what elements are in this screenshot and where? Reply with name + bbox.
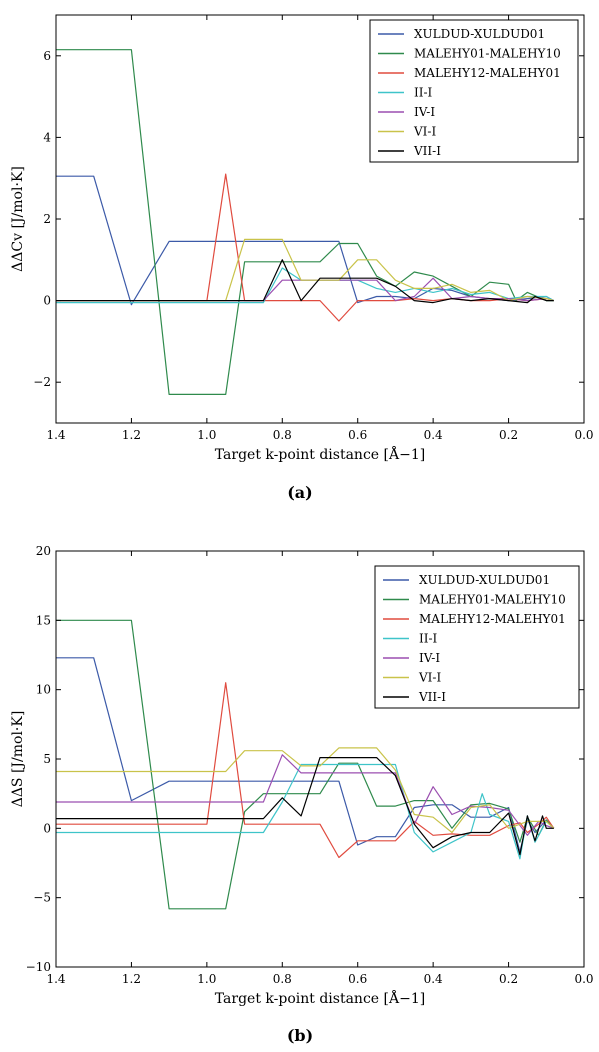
series-line-vii-i: [56, 756, 554, 856]
x-tick-label: 0.2: [499, 428, 518, 442]
legend: XULDUD-XULDUD01 MALEHY01-MALEHY10 MALEHY12…: [374, 565, 580, 709]
series-line-malehy12-malehy01: [56, 682, 555, 859]
series-line-malehy12-malehy01: [56, 173, 554, 322]
x-tick-label: 0.0: [574, 428, 593, 442]
x-tick-label: 1.4: [46, 428, 65, 442]
y-tick-label: 6: [43, 49, 51, 63]
panel-label: (b): [287, 1026, 313, 1045]
y-tick-label: 0: [43, 821, 51, 835]
y-tick-label: −5: [33, 891, 51, 905]
legend-entry: II-I: [414, 86, 433, 100]
panel-label: (a): [287, 483, 313, 502]
x-tick-label: 0.6: [348, 428, 367, 442]
legend-entry: XULDUD-XULDUD01: [419, 573, 550, 587]
chart-panel-a: 1.4 1.2 1.0 0.8 0.6 0.4 0.2 0.0 −2 0 2 4 6 Target k-p…: [10, 14, 594, 502]
y-axis-label: ΔΔS [J/mol·K]: [10, 711, 26, 808]
legend: XULDUD-XULDUD01 MALEHY01-MALEHY10 MALEHY12…: [369, 19, 579, 163]
series-lines: [56, 619, 555, 910]
x-tick-label: 1.4: [46, 972, 65, 986]
legend-entry: VII-I: [418, 690, 446, 704]
series-line-ii-i: [56, 763, 555, 860]
x-tick-label: 0.0: [574, 972, 593, 986]
legend-entry: IV-I: [419, 651, 440, 665]
series-line-iv-i: [56, 277, 554, 302]
x-tick-label: 0.4: [424, 428, 443, 442]
x-tick-label: 0.4: [424, 972, 443, 986]
y-tick-label: −2: [33, 375, 51, 389]
legend-entry: VII-I: [413, 144, 441, 158]
series-line-malehy01-malehy10: [56, 49, 554, 395]
legend-box: [374, 565, 580, 709]
x-tick-label: 0.8: [273, 972, 292, 986]
x-tick-label: 1.2: [122, 428, 141, 442]
series-line-xuldud-xuldud01: [56, 175, 555, 306]
series-lines: [56, 49, 555, 395]
chart-panel-b: 1.4 1.2 1.0 0.8 0.6 0.4 0.2 0.0 −10 −5 0 5 10 15 20 Tar…: [10, 544, 594, 1045]
x-tick-label: 1.0: [197, 972, 216, 986]
y-axis-label: ΔΔCv [J/mol·K]: [10, 166, 26, 272]
x-tick-label: 1.2: [122, 972, 141, 986]
x-tick-label: 0.2: [499, 972, 518, 986]
legend-entry: MALEHY01-MALEHY10: [414, 47, 561, 61]
y-tick-label: 2: [43, 212, 51, 226]
legend-box: [369, 19, 579, 163]
legend-entry: MALEHY12-MALEHY01: [419, 612, 566, 626]
x-tick-label: 0.6: [348, 972, 367, 986]
y-tick-label: 0: [43, 294, 51, 308]
y-tick-label: 20: [36, 544, 51, 558]
legend-entry: MALEHY12-MALEHY01: [414, 66, 561, 80]
legend-entry: IV-I: [414, 105, 435, 119]
legend-entry: II-I: [419, 632, 438, 646]
y-tick-label: 5: [43, 752, 51, 766]
series-line-malehy01-malehy10: [56, 619, 555, 910]
x-tick-label: 0.8: [273, 428, 292, 442]
series-line-vi-i: [56, 747, 555, 834]
series-line-iv-i: [56, 754, 555, 836]
y-tick-label: 10: [36, 683, 51, 697]
legend-entry: MALEHY01-MALEHY10: [419, 593, 566, 607]
legend-entry: VI-I: [413, 125, 436, 139]
y-tick-label: 15: [36, 613, 51, 627]
x-axis-label: Target k-point distance [Å−1]: [215, 445, 425, 463]
x-tick-label: 1.0: [197, 428, 216, 442]
legend-entry: VI-I: [418, 671, 441, 685]
series-line-vii-i: [56, 259, 554, 304]
y-tick-label: −10: [26, 960, 51, 974]
series-line-vi-i: [56, 238, 554, 302]
legend-entry: XULDUD-XULDUD01: [414, 27, 545, 41]
y-tick-label: 4: [43, 130, 51, 144]
x-axis-label: Target k-point distance [Å−1]: [215, 989, 425, 1007]
